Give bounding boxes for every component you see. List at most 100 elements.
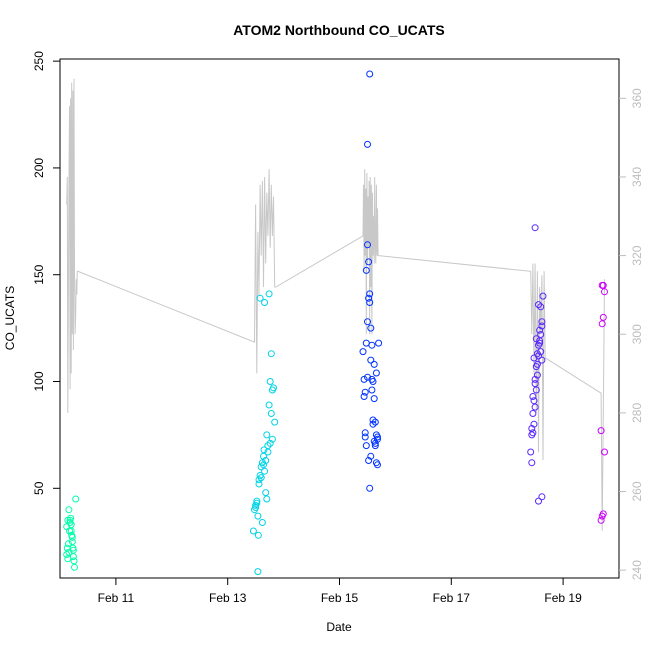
data-point-3-0 bbox=[527, 448, 535, 456]
data-point-2-19 bbox=[366, 290, 374, 298]
data-point-0-3 bbox=[64, 540, 72, 548]
data-point-1-26 bbox=[260, 461, 267, 469]
x-tick-label: Feb 13 bbox=[209, 591, 247, 605]
data-point-4-5 bbox=[598, 320, 606, 328]
data-point-1-21 bbox=[271, 418, 279, 426]
data-point-2-11 bbox=[371, 418, 379, 426]
data-point-4-9 bbox=[599, 281, 607, 289]
data-point-3-34 bbox=[538, 493, 546, 501]
data-point-1-14 bbox=[263, 431, 271, 439]
data-point-1-34 bbox=[267, 350, 275, 358]
data-point-3-21 bbox=[538, 356, 546, 364]
data-point-1-35 bbox=[256, 294, 264, 302]
data-point-0-22 bbox=[72, 495, 80, 503]
y2-tick-label: 320 bbox=[630, 245, 644, 265]
data-point-3-32 bbox=[531, 224, 539, 232]
data-point-1-30 bbox=[268, 435, 276, 443]
data-point-1-18 bbox=[267, 410, 275, 417]
y2-tick-label: 240 bbox=[630, 560, 644, 580]
data-point-3-27 bbox=[530, 354, 538, 362]
data-point-1-37 bbox=[265, 290, 273, 298]
data-point-1-6 bbox=[255, 476, 263, 484]
data-point-1-28 bbox=[264, 448, 272, 456]
y2-tick-label: 260 bbox=[630, 481, 644, 501]
data-point-1-24 bbox=[255, 480, 263, 488]
data-point-1-8 bbox=[257, 463, 265, 471]
data-point-2-33 bbox=[375, 339, 383, 347]
data-point-1-3 bbox=[253, 497, 261, 505]
data-point-2-34 bbox=[362, 442, 370, 450]
data-point-4-7 bbox=[601, 288, 608, 296]
data-point-3-28 bbox=[532, 335, 540, 343]
data-point-1-12 bbox=[261, 467, 269, 475]
data-point-2-2 bbox=[361, 388, 369, 396]
data-point-2-17 bbox=[364, 241, 371, 249]
y-tick-label: 100 bbox=[32, 371, 46, 391]
x-tick-label: Feb 11 bbox=[98, 591, 135, 605]
data-point-2-4 bbox=[364, 318, 371, 326]
data-point-1-31 bbox=[254, 568, 262, 576]
data-point-3-14 bbox=[530, 397, 538, 405]
data-point-1-17 bbox=[266, 378, 274, 385]
data-point-2-14 bbox=[360, 393, 368, 400]
data-point-2-28 bbox=[364, 140, 371, 148]
data-point-3-31 bbox=[528, 425, 536, 432]
data-point-3-12 bbox=[528, 431, 536, 439]
data-point-0-16 bbox=[64, 516, 72, 524]
data-point-2-9 bbox=[369, 378, 377, 385]
data-point-2-18 bbox=[365, 258, 373, 266]
y-tick-label: 250 bbox=[32, 51, 46, 71]
data-point-0-21 bbox=[69, 546, 77, 554]
data-point-2-5 bbox=[365, 294, 373, 302]
data-point-0-20 bbox=[68, 533, 76, 541]
data-point-3-33 bbox=[535, 497, 542, 505]
x-tick-label: Feb 19 bbox=[544, 591, 582, 605]
data-point-2-32 bbox=[372, 369, 380, 377]
data-point-2-24 bbox=[371, 442, 379, 450]
y-axis-right: 240 260 280 300 320 340 360 bbox=[619, 88, 644, 580]
y2-tick-label: 360 bbox=[630, 88, 644, 108]
data-point-3-3 bbox=[530, 420, 538, 428]
data-point-3-22 bbox=[529, 393, 537, 400]
data-point-2-31 bbox=[370, 360, 378, 368]
y-axis-label: CO_UCATS bbox=[3, 286, 17, 350]
data-point-0-2 bbox=[64, 555, 72, 563]
data-point-3-5 bbox=[532, 386, 540, 394]
ambient-series-line bbox=[66, 78, 605, 531]
ambient-line-layer bbox=[66, 78, 605, 531]
data-point-2-27 bbox=[361, 429, 369, 437]
data-point-2-38 bbox=[371, 439, 379, 447]
data-point-0-14 bbox=[71, 563, 78, 571]
data-point-1-16 bbox=[265, 401, 273, 409]
data-point-2-41 bbox=[366, 484, 374, 492]
data-point-3-30 bbox=[537, 303, 545, 311]
data-point-2-0 bbox=[359, 348, 367, 356]
data-point-3-11 bbox=[539, 292, 547, 300]
data-point-1-13 bbox=[262, 489, 270, 497]
data-point-2-7 bbox=[367, 356, 375, 364]
x-tick-label: Feb 15 bbox=[321, 591, 359, 605]
data-point-3-19 bbox=[536, 326, 544, 334]
data-point-3-24 bbox=[533, 360, 541, 368]
y-tick-label: 50 bbox=[32, 481, 46, 495]
data-point-2-15 bbox=[361, 433, 369, 441]
x-axis-label: Date bbox=[326, 620, 352, 634]
data-point-1-25 bbox=[257, 474, 265, 482]
data-point-2-35 bbox=[365, 457, 373, 464]
data-point-0-19 bbox=[67, 527, 75, 535]
data-point-2-30 bbox=[368, 341, 376, 349]
y2-tick-label: 340 bbox=[630, 167, 644, 187]
y2-tick-label: 280 bbox=[630, 403, 644, 423]
y2-tick-label: 300 bbox=[630, 324, 644, 344]
data-point-3-18 bbox=[535, 341, 542, 349]
data-point-2-10 bbox=[370, 395, 378, 403]
data-point-2-16 bbox=[362, 266, 370, 274]
data-point-2-29 bbox=[366, 70, 374, 78]
data-point-3-9 bbox=[537, 331, 545, 338]
data-point-3-20 bbox=[537, 348, 545, 356]
data-point-2-39 bbox=[374, 433, 381, 441]
data-point-0-17 bbox=[65, 506, 73, 514]
data-point-1-0 bbox=[249, 527, 257, 535]
data-point-1-20 bbox=[270, 384, 277, 392]
